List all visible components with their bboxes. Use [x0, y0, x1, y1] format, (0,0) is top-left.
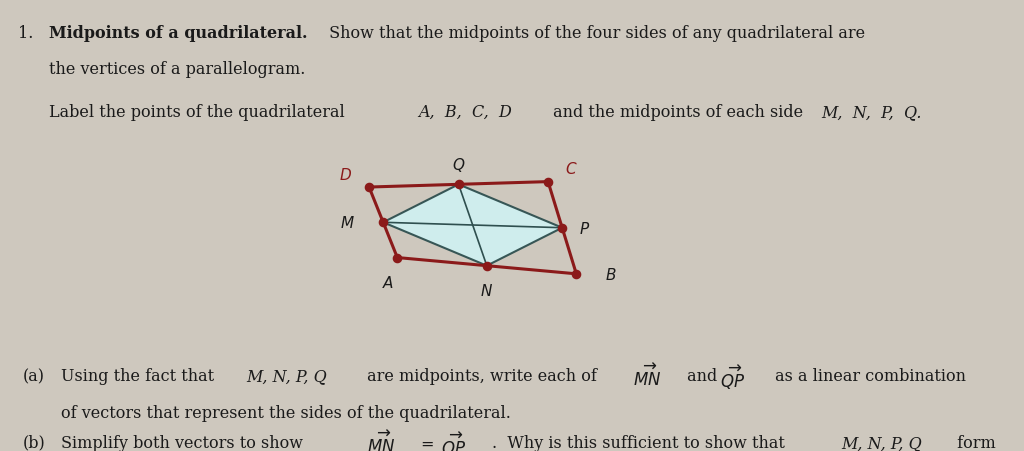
- Point: [478, 262, 495, 270]
- Text: $D$: $D$: [339, 166, 352, 182]
- Text: $N$: $N$: [480, 282, 494, 298]
- Point: [360, 184, 377, 191]
- Text: M, N, P, Q: M, N, P, Q: [842, 434, 923, 451]
- Polygon shape: [383, 185, 562, 266]
- Text: M,  N,  P,  Q.: M, N, P, Q.: [821, 104, 922, 121]
- Text: $\overrightarrow{MN}$: $\overrightarrow{MN}$: [633, 363, 662, 389]
- Text: $P$: $P$: [580, 220, 590, 236]
- Text: $C$: $C$: [565, 161, 578, 177]
- Text: $\overrightarrow{QP}$: $\overrightarrow{QP}$: [441, 429, 466, 451]
- Text: A,  B,  C,  D: A, B, C, D: [418, 104, 512, 121]
- Text: and the midpoints of each side: and the midpoints of each side: [548, 104, 808, 121]
- Text: and: and: [682, 368, 722, 385]
- Text: $A$: $A$: [382, 274, 394, 290]
- Text: M, N, P, Q: M, N, P, Q: [246, 368, 327, 385]
- Text: (b): (b): [23, 434, 45, 451]
- Text: Using the fact that: Using the fact that: [61, 368, 220, 385]
- Point: [389, 254, 406, 262]
- Text: .  Why is this sufficient to show that: . Why is this sufficient to show that: [492, 434, 790, 451]
- Text: $\overrightarrow{MN}$: $\overrightarrow{MN}$: [367, 429, 395, 451]
- Text: $\overrightarrow{QP}$: $\overrightarrow{QP}$: [720, 363, 744, 391]
- Point: [568, 271, 585, 278]
- Text: the vertices of a parallelogram.: the vertices of a parallelogram.: [49, 61, 305, 78]
- Text: Simplify both vectors to show: Simplify both vectors to show: [61, 434, 308, 451]
- Point: [554, 225, 570, 232]
- Text: form: form: [952, 434, 996, 451]
- Text: $M$: $M$: [340, 215, 355, 231]
- Point: [540, 179, 556, 186]
- Text: 1.: 1.: [18, 25, 34, 42]
- Text: Label the points of the quadrilateral: Label the points of the quadrilateral: [49, 104, 350, 121]
- Text: of vectors that represent the sides of the quadrilateral.: of vectors that represent the sides of t…: [61, 404, 511, 421]
- Text: (a): (a): [23, 368, 44, 385]
- Text: $Q$: $Q$: [452, 156, 465, 174]
- Text: $B$: $B$: [604, 266, 616, 282]
- Text: as a linear combination: as a linear combination: [770, 368, 966, 385]
- Point: [451, 181, 467, 189]
- Text: $=$: $=$: [417, 434, 433, 451]
- Text: are midpoints, write each of: are midpoints, write each of: [362, 368, 602, 385]
- Text: Midpoints of a quadrilateral.: Midpoints of a quadrilateral.: [49, 25, 307, 42]
- Text: Show that the midpoints of the four sides of any quadrilateral are: Show that the midpoints of the four side…: [324, 25, 864, 42]
- Point: [375, 219, 391, 226]
